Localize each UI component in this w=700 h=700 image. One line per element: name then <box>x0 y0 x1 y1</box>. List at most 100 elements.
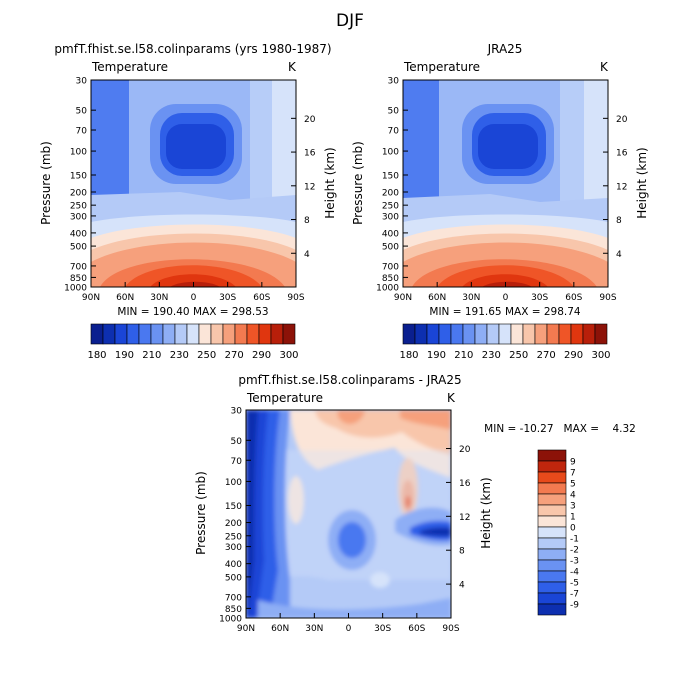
colorbar-swatch <box>174 323 188 345</box>
x-tick-label: 60S <box>253 293 270 303</box>
colorbar-swatch <box>534 323 548 345</box>
colorbar-swatch <box>126 323 140 345</box>
colorbar-label: 270 <box>225 350 244 361</box>
colorbar-swatch <box>594 323 608 345</box>
colorbar-swatch <box>537 515 567 528</box>
y-tick-label: 100 <box>382 148 399 158</box>
x-tick-label: 30S <box>531 293 548 303</box>
y-tick-label: 100 <box>70 148 87 158</box>
y2-tick-label: 16 <box>459 479 471 489</box>
colorbar-swatch <box>150 323 164 345</box>
page-title: DJF <box>336 11 364 31</box>
variable-label: Temperature <box>91 60 168 74</box>
x-tick-label: 90N <box>237 624 255 634</box>
colorbar-swatch <box>537 504 567 517</box>
y2-tick-label: 20 <box>304 115 316 125</box>
y-tick-label: 200 <box>70 188 87 198</box>
x-tick-label: 90S <box>442 624 459 634</box>
y-tick-label: 1000 <box>376 284 399 294</box>
colorbar-label: 210 <box>454 350 473 361</box>
min-max-label: MIN = -10.27 MAX = 4.32 <box>484 423 636 435</box>
y-tick-label: 150 <box>70 172 87 182</box>
x-tick-label: 30S <box>219 293 236 303</box>
y-tick-label: 300 <box>382 212 399 222</box>
y2-axis-ticks: 20 16 12 8 4 <box>446 445 471 591</box>
colorbar-swatch <box>90 323 104 345</box>
colorbar-swatch <box>537 537 567 550</box>
y-tick-label: 50 <box>231 437 243 447</box>
x-tick-label: 0 <box>503 293 509 303</box>
colorbar-swatch <box>546 323 560 345</box>
colorbar-label: 230 <box>170 350 189 361</box>
y-tick-label: 850 <box>382 274 399 284</box>
y2-tick-label: 16 <box>304 149 316 159</box>
y-tick-label: 200 <box>382 188 399 198</box>
colorbar-label: -9 <box>570 601 579 611</box>
colorbar-swatch <box>450 323 464 345</box>
y-tick-label: 70 <box>231 457 243 467</box>
colorbar-swatch <box>162 323 176 345</box>
colorbar-label: 300 <box>279 350 298 361</box>
y-tick-label: 150 <box>382 172 399 182</box>
colorbar-swatch <box>462 323 476 345</box>
y2-axis-label: Height (km) <box>323 147 337 218</box>
colorbar-swatch <box>537 592 567 605</box>
y-tick-label: 200 <box>225 519 242 529</box>
colorbar-label: 0 <box>570 524 576 534</box>
y-tick-label: 850 <box>225 605 242 615</box>
colorbar-swatch <box>537 526 567 539</box>
colorbar-swatch <box>426 323 440 345</box>
y-tick-label: 500 <box>225 573 242 583</box>
y2-axis-label: Height (km) <box>635 147 649 218</box>
y-tick-label: 700 <box>382 262 399 272</box>
temperature-field <box>403 80 608 287</box>
colorbar-swatch <box>198 323 212 345</box>
y-tick-label: 500 <box>382 243 399 253</box>
y-tick-label: 70 <box>388 127 400 137</box>
colorbar-model: 180 190 210 230 250 270 290 300 <box>87 323 299 361</box>
variable-label: Temperature <box>246 391 323 405</box>
y2-tick-label: 4 <box>304 250 310 260</box>
colorbar-label: 4 <box>570 491 576 501</box>
y2-axis-ticks: 20 16 12 8 4 <box>603 115 628 260</box>
colorbar-label: 190 <box>427 350 446 361</box>
y2-tick-label: 8 <box>304 216 310 226</box>
y-tick-label: 300 <box>70 212 87 222</box>
colorbar-label: 250 <box>509 350 528 361</box>
x-axis-ticks: 90N 60N 30N 0 30S 60S 90S <box>237 613 460 634</box>
colorbar-swatch <box>414 323 428 345</box>
x-tick-label: 60S <box>565 293 582 303</box>
colorbar-swatch <box>282 323 296 345</box>
x-tick-label: 30S <box>374 624 391 634</box>
colorbar-label: -5 <box>570 579 579 589</box>
y-tick-label: 700 <box>70 262 87 272</box>
y2-tick-label: 8 <box>616 216 622 226</box>
y2-tick-label: 8 <box>459 547 465 557</box>
y2-tick-label: 4 <box>616 250 622 260</box>
y-tick-label: 400 <box>382 229 399 239</box>
colorbar-label: 190 <box>115 350 134 361</box>
y-tick-label: 500 <box>70 243 87 253</box>
y-tick-label: 30 <box>76 77 88 87</box>
colorbar-swatch <box>537 603 567 616</box>
x-tick-label: 90S <box>599 293 616 303</box>
min-max-label: MIN = 190.40 MAX = 298.53 <box>117 306 268 318</box>
colorbar-label: 290 <box>564 350 583 361</box>
x-tick-label: 60S <box>408 624 425 634</box>
colorbar-label: -3 <box>570 557 579 567</box>
colorbar-swatch <box>186 323 200 345</box>
panel-title: pmfT.fhist.se.l58.colinparams (yrs 1980-… <box>54 42 331 56</box>
colorbar-swatch <box>222 323 236 345</box>
temperature-field <box>91 80 296 287</box>
colorbar-swatch <box>537 482 567 495</box>
y-tick-label: 400 <box>225 560 242 570</box>
colorbar-swatch <box>234 323 248 345</box>
colorbar-swatch <box>474 323 488 345</box>
y-axis-label: Pressure (mb) <box>194 471 208 555</box>
colorbar-label: 230 <box>482 350 501 361</box>
colorbar-swatch <box>558 323 572 345</box>
colorbar-swatch <box>498 323 512 345</box>
units-label: K <box>447 391 456 405</box>
y2-tick-label: 12 <box>459 513 470 523</box>
